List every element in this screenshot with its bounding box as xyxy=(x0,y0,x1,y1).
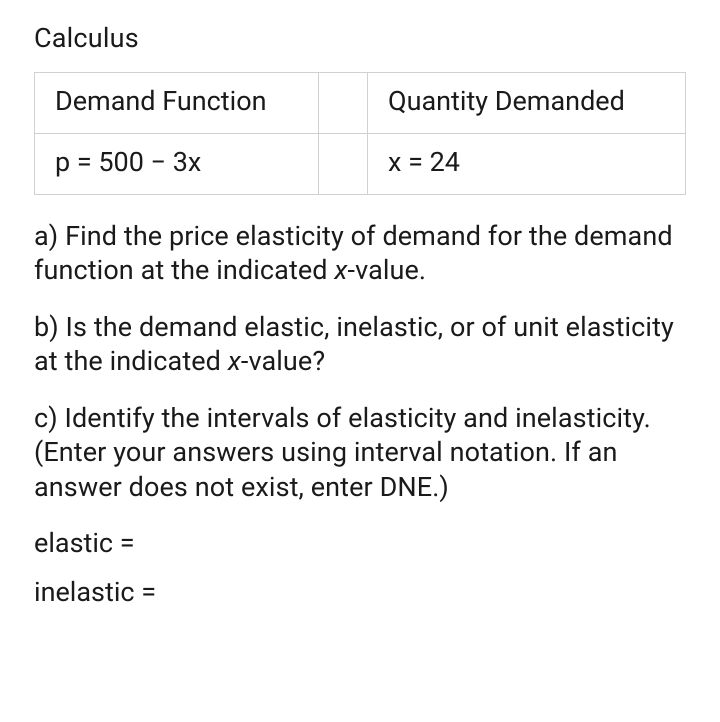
question-a-var: x xyxy=(334,254,347,286)
question-b-prefix: b) Is the demand elastic, inelastic, or … xyxy=(34,311,674,378)
header-quantity-demanded: Quantity Demanded xyxy=(368,73,685,134)
question-b-var: x xyxy=(228,345,241,377)
question-a: a) Find the price elasticity of demand f… xyxy=(34,219,686,288)
value-quantity-demanded: x = 24 xyxy=(368,134,685,195)
question-b-suffix: -value? xyxy=(241,345,325,377)
question-a-suffix: -value. xyxy=(348,254,427,286)
subject-title: Calculus xyxy=(34,22,686,54)
problem-table: Demand Function Quantity Demanded p = 50… xyxy=(34,72,686,195)
value-demand-function: p = 500 − 3x xyxy=(35,134,318,195)
inelastic-answer-label: inelastic = xyxy=(34,575,686,610)
elastic-answer-label: elastic = xyxy=(34,526,686,561)
header-spacer xyxy=(318,73,368,134)
header-demand-function: Demand Function xyxy=(35,73,318,134)
value-spacer xyxy=(318,134,368,195)
problem-page: Calculus Demand Function Quantity Demand… xyxy=(0,0,720,609)
question-c: c) Identify the intervals of elasticity … xyxy=(34,401,686,505)
question-b: b) Is the demand elastic, inelastic, or … xyxy=(34,310,686,379)
